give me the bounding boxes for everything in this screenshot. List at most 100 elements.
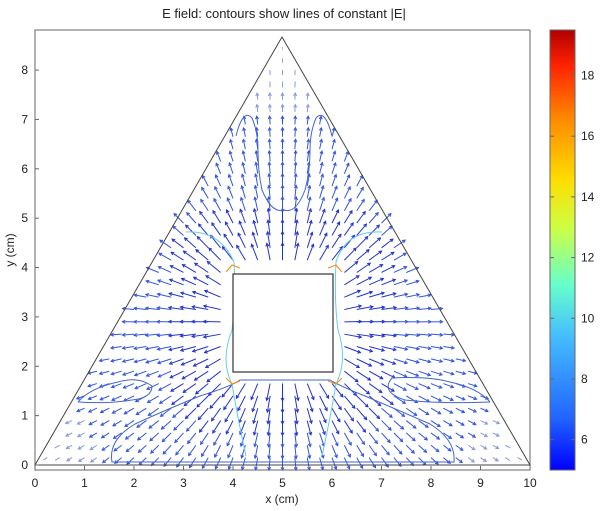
- field-arrow-head: [448, 422, 453, 427]
- field-arrow: [443, 346, 455, 349]
- field-arrow: [180, 292, 197, 298]
- field-arrow: [356, 333, 374, 338]
- field-arrow-head: [437, 410, 442, 415]
- field-arrow-head: [321, 208, 326, 213]
- field-arrow: [170, 265, 184, 273]
- field-arrow-head: [65, 433, 70, 437]
- field-arrow-head: [205, 275, 210, 279]
- field-arrow-head: [121, 345, 126, 350]
- field-arrow-head: [156, 319, 161, 324]
- field-arrow: [356, 407, 368, 420]
- field-arrow: [54, 457, 61, 461]
- field-arrow-head: [411, 449, 415, 454]
- field-arrow-head: [323, 419, 327, 424]
- field-arrow: [77, 420, 85, 425]
- field-arrow-head: [362, 210, 366, 215]
- field-arrow: [306, 395, 313, 412]
- field-arrow: [159, 395, 172, 404]
- field-arrow: [229, 151, 234, 162]
- field-arrow: [112, 407, 122, 414]
- field-arrow-head: [354, 260, 359, 265]
- field-arrow: [138, 457, 147, 466]
- field-arrow-head: [294, 420, 299, 425]
- field-arrow-head: [241, 138, 246, 143]
- field-arrow-head: [158, 252, 163, 257]
- field-arrow-head: [354, 378, 359, 383]
- field-arrow: [344, 247, 357, 261]
- field-arrow-head: [167, 333, 172, 338]
- x-axis-ticks: 0 1 2 3 4 5 6 7 8 9 10: [32, 466, 537, 490]
- field-arrow-head: [416, 346, 421, 351]
- field-arrow-head: [355, 275, 360, 279]
- field-arrow: [134, 358, 147, 363]
- field-arrow-head: [265, 230, 270, 235]
- field-arrow: [242, 150, 246, 162]
- field-arrow: [480, 432, 488, 438]
- field-arrow: [306, 408, 313, 424]
- field-arrow-head: [168, 278, 173, 283]
- field-arrow-head: [109, 332, 114, 337]
- field-arrow-head: [179, 333, 184, 338]
- field-arrow: [455, 395, 466, 401]
- field-arrow-head: [369, 334, 374, 339]
- field-arrow: [147, 395, 160, 403]
- field-arrow: [455, 444, 464, 451]
- field-arrow-head: [449, 410, 454, 414]
- field-arrow: [306, 116, 309, 125]
- field-arrow-head: [240, 454, 245, 459]
- field-arrow: [381, 238, 394, 249]
- field-arrow: [356, 249, 370, 261]
- field-arrow-head: [318, 115, 323, 120]
- field-arrow-head: [101, 459, 106, 464]
- field-arrow-head: [194, 390, 199, 395]
- field-arrow: [195, 249, 209, 261]
- field-arrow: [162, 444, 172, 455]
- field-arrow: [227, 186, 234, 199]
- field-arrow: [226, 197, 234, 211]
- field-arrow: [268, 150, 271, 162]
- field-arrow-head: [147, 412, 152, 416]
- field-arrow: [181, 278, 197, 286]
- field-arrow-head: [358, 334, 363, 339]
- field-arrow-head: [132, 333, 138, 337]
- field-arrow: [202, 175, 209, 187]
- field-arrow-head: [346, 465, 351, 470]
- field-arrow-head: [167, 305, 173, 310]
- field-arrow: [187, 200, 197, 212]
- field-arrow: [252, 232, 259, 248]
- field-arrow-head: [251, 408, 256, 413]
- y-tick-label: 5: [21, 211, 28, 225]
- field-arrow-head: [427, 333, 433, 337]
- field-arrow-head: [113, 447, 118, 452]
- field-arrow: [122, 358, 135, 363]
- field-arrow-head: [280, 409, 285, 414]
- field-arrow-head: [305, 115, 310, 120]
- field-arrow: [269, 116, 271, 125]
- field-arrow: [331, 162, 337, 174]
- field-arrow-head: [318, 126, 323, 132]
- field-arrow-head: [267, 161, 272, 166]
- field-arrow: [381, 346, 397, 351]
- field-arrow: [319, 139, 323, 150]
- field-arrow-head: [267, 466, 272, 471]
- field-arrow-head: [224, 418, 229, 423]
- field-arrow: [319, 420, 326, 435]
- field-arrow: [356, 420, 366, 433]
- field-arrow-head: [132, 306, 138, 311]
- field-arrow-head: [121, 332, 126, 337]
- field-arrow: [381, 420, 392, 431]
- field-arrow-head: [266, 443, 271, 448]
- field-arrow: [418, 432, 428, 441]
- x-tick-label: 1: [81, 476, 88, 490]
- field-arrow-head: [238, 220, 243, 225]
- field-arrow: [393, 395, 406, 404]
- field-arrow: [145, 307, 159, 310]
- field-arrow: [235, 383, 246, 399]
- field-arrow: [356, 187, 364, 199]
- field-arrow-head: [110, 371, 115, 376]
- field-arrow: [443, 358, 455, 362]
- field-arrow: [343, 210, 353, 224]
- field-arrow-head: [389, 238, 394, 243]
- field-arrow: [405, 432, 416, 442]
- field-arrow-head: [221, 393, 226, 398]
